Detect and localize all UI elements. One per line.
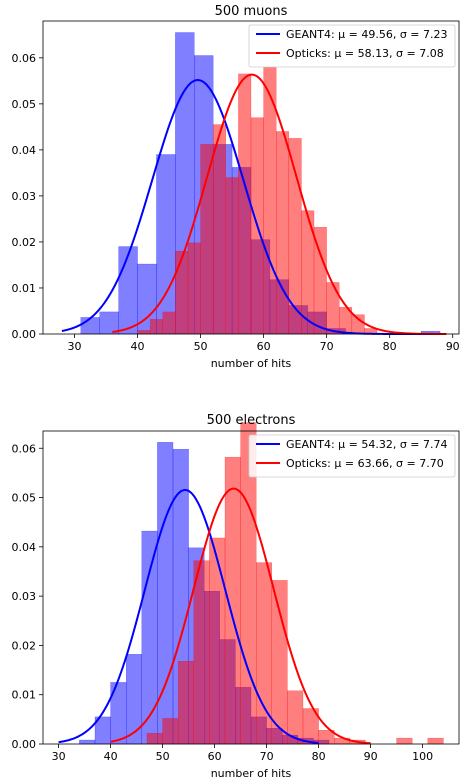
muons-opticks-bar	[288, 138, 302, 335]
muons-opticks-bar	[326, 282, 340, 335]
electrons-opticks-bar	[271, 580, 288, 745]
muons-x-tick-label: 70	[320, 340, 334, 353]
muons-opticks-bar	[162, 311, 176, 335]
electrons-x-tick-label: 60	[208, 750, 222, 763]
electrons-plot-frame	[42, 430, 460, 745]
muons-legend-opticks-label: Opticks: μ = 58.13, σ = 7.08	[286, 47, 444, 60]
muons-x-tick-label: 80	[383, 340, 397, 353]
muons-plot-frame	[42, 20, 460, 335]
electrons-x-tick-label: 70	[260, 750, 274, 763]
muons-x-tick-label: 30	[68, 340, 82, 353]
muons-y-tick-label: 0.01	[12, 282, 37, 295]
electrons-title: 500 electrons	[207, 413, 296, 428]
muons-x-ticks: 30 40 50 60 70 80 90	[68, 334, 460, 353]
electrons-y-tick-label: 0.02	[12, 639, 37, 652]
electrons-legend-geant4-label: GEANT4: μ = 54.32, σ = 7.74	[286, 438, 448, 451]
muons-geant4-bar	[80, 317, 100, 335]
muons-opticks-bar	[137, 330, 151, 335]
muons-y-ticks: 0.00 0.01 0.02 0.03 0.04 0.05 0.06	[12, 52, 43, 341]
muons-opticks-bar	[187, 242, 201, 335]
muons-x-tick-label: 60	[257, 340, 271, 353]
electrons-y-tick-label: 0.00	[12, 738, 37, 751]
muons-legend-geant4-label: GEANT4: μ = 49.56, σ = 7.23	[286, 28, 448, 41]
muons-opticks-bar	[212, 124, 226, 335]
electrons-x-tick-label: 90	[364, 750, 378, 763]
muons-y-tick-label: 0.05	[12, 98, 37, 111]
muons-y-tick-label: 0.06	[12, 52, 37, 65]
electrons-opticks-bar	[177, 660, 194, 745]
electrons-y-tick-label: 0.06	[12, 442, 37, 455]
electrons-x-axis-label: number of hits	[211, 767, 292, 780]
electrons-x-tick-label: 100	[412, 750, 433, 763]
electrons-y-tick-label: 0.04	[12, 541, 37, 554]
electrons-x-ticks: 30 40 50 60 70 80 90 100	[52, 744, 433, 763]
electrons-chart: 30 40 50 60 70 80 90 100 0.000.010.020.030.040.…	[12, 413, 460, 780]
muons-title: 500 muons	[215, 4, 288, 19]
muons-opticks-fit-curve	[112, 73, 447, 335]
muons-y-tick-label: 0.00	[12, 328, 37, 341]
electrons-x-tick-label: 80	[312, 750, 326, 763]
electrons-x-tick-label: 40	[104, 750, 118, 763]
electrons-geant4-bar	[125, 654, 142, 745]
muons-legend-box	[248, 24, 456, 68]
electrons-x-tick-label: 50	[156, 750, 170, 763]
muons-chart: 30 40 50 60 70 80 90 0.000.010.020.030.040.050…	[12, 4, 460, 370]
muons-opticks-bar	[276, 131, 290, 335]
muons-legend: GEANT4: μ = 49.56, σ = 7.23 Opticks: μ =…	[248, 24, 456, 68]
electrons-y-tick-label: 0.01	[12, 689, 37, 702]
electrons-opticks-bar	[427, 737, 444, 745]
electrons-y-tick-label: 0.05	[12, 492, 37, 505]
electrons-opticks-bar	[146, 732, 163, 745]
electrons-y-tick-label: 0.03	[12, 590, 37, 603]
electrons-fit-curves	[58, 487, 371, 745]
muons-x-tick-label: 50	[194, 340, 208, 353]
electrons-x-tick-label: 30	[52, 750, 66, 763]
electrons-geant4-bar	[79, 739, 96, 745]
muons-opticks-bar	[200, 144, 214, 335]
electrons-opticks-bar	[193, 560, 210, 745]
electrons-geant4-fit-curve	[58, 488, 319, 744]
muons-geant4-bar	[156, 154, 176, 335]
muons-opticks-bar	[225, 177, 239, 335]
electrons-opticks-bar	[396, 737, 413, 745]
electrons-geant4-bar	[141, 530, 158, 745]
muons-x-tick-label: 90	[446, 340, 460, 353]
electrons-legend: GEANT4: μ = 54.32, σ = 7.74 Opticks: μ =…	[248, 434, 456, 478]
electrons-opticks-bar	[209, 537, 226, 745]
muons-x-axis-label: number of hits	[211, 357, 292, 370]
electrons-legend-opticks-label: Opticks: μ = 63.66, σ = 7.70	[286, 457, 444, 470]
muons-opticks-bar	[175, 250, 189, 335]
muons-y-tick-label: 0.03	[12, 190, 37, 203]
muons-x-tick-label: 40	[131, 340, 145, 353]
electrons-legend-box	[248, 434, 456, 478]
electrons-opticks-fit-curve	[110, 487, 371, 745]
muons-opticks-bar	[238, 73, 252, 335]
muons-geant4-bar	[118, 246, 138, 335]
muons-opticks-bar	[149, 319, 163, 335]
muons-y-tick-label: 0.02	[12, 236, 37, 249]
electrons-bars-opticks	[146, 422, 444, 745]
muons-y-tick-label: 0.04	[12, 144, 37, 157]
electrons-y-ticks: 0.00 0.01 0.02 0.03 0.04 0.05 0.06	[12, 442, 43, 751]
electrons-opticks-bar	[162, 718, 179, 745]
